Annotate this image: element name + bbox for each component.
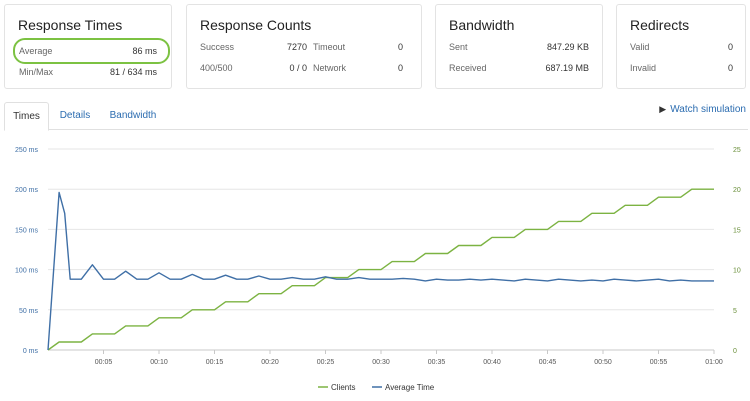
average-value: 86 ms xyxy=(132,46,157,56)
bandwidth-card: Bandwidth Sent 847.29 KB Received 687.19… xyxy=(435,4,603,89)
tab-bandwidth[interactable]: Bandwidth xyxy=(109,110,157,121)
x-tick-label: 00:25 xyxy=(317,359,335,366)
average-time-series-line xyxy=(47,191,714,351)
x-tick-label: 00:55 xyxy=(650,359,668,366)
x-tick-label: 00:10 xyxy=(150,359,168,366)
card-title: Redirects xyxy=(630,17,690,33)
card-title: Bandwidth xyxy=(449,17,515,33)
x-tick-label: 00:05 xyxy=(95,359,113,366)
minmax-value: 81 / 634 ms xyxy=(109,67,157,77)
average-highlight xyxy=(13,38,170,64)
y-left-tick-label: 250 ms xyxy=(15,147,38,154)
x-tick-label: 00:35 xyxy=(428,359,446,366)
response-counts-card: Response Counts Success 7270 Timeout 0 4… xyxy=(186,4,422,89)
valid-label: Valid xyxy=(630,42,650,52)
received-value: 687.19 MB xyxy=(545,63,589,73)
tab-divider xyxy=(4,129,748,130)
y-left-tick-label: 200 ms xyxy=(15,187,38,194)
card-title: Response Times xyxy=(18,17,123,33)
x-tick-label: 00:45 xyxy=(539,359,557,366)
timeout-label: Timeout xyxy=(313,42,346,52)
sent-value: 847.29 KB xyxy=(546,42,589,52)
received-label: Received xyxy=(449,63,487,73)
card-title: Response Counts xyxy=(200,17,312,33)
sent-label: Sent xyxy=(449,42,468,52)
average-label: Average xyxy=(19,46,53,56)
y-right-tick-label: 5 xyxy=(733,308,737,315)
x-tick-label: 00:15 xyxy=(206,359,224,366)
error-value: 0 / 0 xyxy=(289,63,307,73)
success-value: 7270 xyxy=(286,42,307,52)
watch-simulation-link[interactable]: ▶ Watch simulation xyxy=(659,104,746,115)
success-label: Success xyxy=(200,42,235,52)
x-tick-label: 00:40 xyxy=(483,359,501,366)
clients-series-line xyxy=(47,188,714,351)
y-right-tick-label: 15 xyxy=(733,227,741,234)
error-label: 400/500 xyxy=(200,63,233,73)
x-tick-label: 00:30 xyxy=(372,359,390,366)
y-right-tick-label: 20 xyxy=(733,187,741,194)
response-times-card: Response Times Average 86 ms Min/Max 81 … xyxy=(4,4,172,89)
y-left-tick-label: 50 ms xyxy=(19,308,39,315)
tab-times[interactable]: Times xyxy=(4,102,49,131)
timeout-value: 0 xyxy=(397,42,403,52)
y-right-tick-label: 10 xyxy=(733,268,741,275)
invalid-label: Invalid xyxy=(630,63,657,73)
y-left-tick-label: 150 ms xyxy=(15,227,38,234)
network-label: Network xyxy=(313,63,347,73)
watch-simulation-label: Watch simulation xyxy=(670,104,746,115)
valid-value: 0 xyxy=(727,42,733,52)
minmax-label: Min/Max xyxy=(19,67,54,77)
invalid-value: 0 xyxy=(727,63,733,73)
x-tick-label: 00:20 xyxy=(261,359,279,366)
legend-average-time-label: Average Time xyxy=(385,383,435,392)
y-left-tick-label: 100 ms xyxy=(15,268,38,275)
x-tick-label: 00:50 xyxy=(594,359,612,366)
y-right-tick-label: 25 xyxy=(733,147,741,154)
network-value: 0 xyxy=(397,63,403,73)
legend-clients-label: Clients xyxy=(331,383,355,392)
x-tick-label: 01:00 xyxy=(705,359,723,366)
play-icon: ▶ xyxy=(659,104,667,114)
tab-details[interactable]: Details xyxy=(59,110,91,121)
y-right-tick-label: 0 xyxy=(733,348,737,355)
redirects-card: Redirects Valid 0 Invalid 0 xyxy=(616,4,746,89)
y-left-tick-label: 0 ms xyxy=(23,348,39,355)
